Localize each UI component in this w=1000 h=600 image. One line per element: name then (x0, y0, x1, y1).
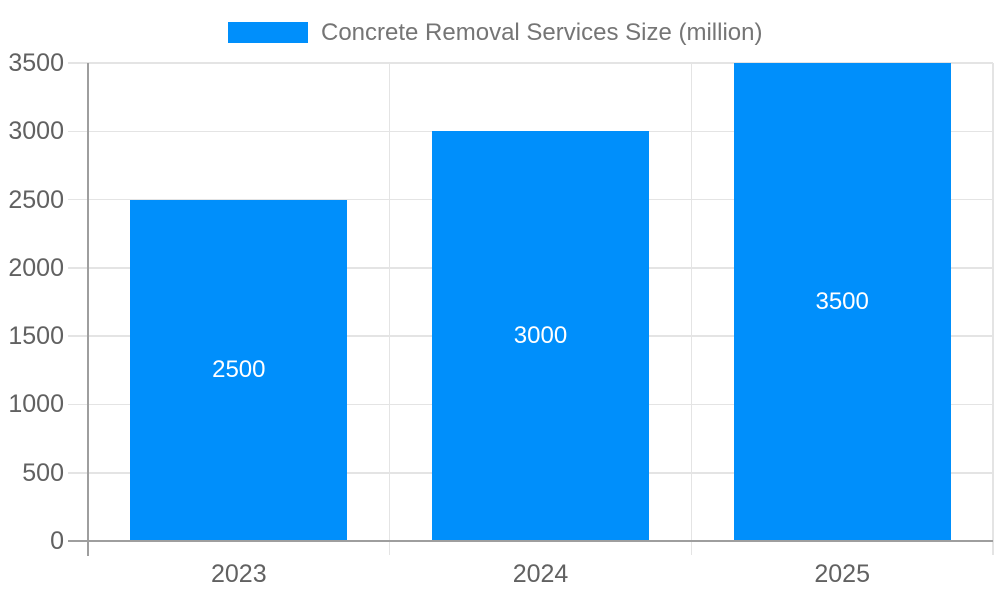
y-axis-line (87, 63, 89, 556)
y-gridline (68, 62, 993, 64)
x-gridline (992, 63, 994, 555)
bar-value-label: 3500 (815, 288, 869, 315)
y-axis-tick-label: 500 (22, 458, 64, 487)
bar-value-label: 2500 (212, 356, 266, 384)
y-axis-tick-label: 0 (50, 527, 64, 555)
bar[interactable] (733, 63, 951, 541)
bar[interactable] (130, 199, 348, 541)
bar[interactable] (431, 131, 650, 541)
x-axis-tick-label: 2025 (814, 560, 870, 588)
y-axis-tick-label: 2000 (8, 253, 64, 282)
y-axis-tick-label: 1000 (8, 390, 64, 419)
x-axis-line (68, 540, 993, 542)
x-axis-tick-label: 2023 (210, 560, 267, 588)
y-axis-tick-label: 3000 (8, 117, 64, 146)
legend-label: Concrete Removal Services Size (million) (321, 18, 763, 46)
bar-value-label: 3000 (513, 322, 568, 350)
chart-legend[interactable]: Concrete Removal Services Size (million) (228, 18, 763, 46)
legend-swatch (228, 22, 308, 43)
y-gridline (68, 130, 993, 132)
y-axis-tick-label: 1500 (8, 322, 64, 351)
x-gridline (388, 63, 391, 555)
y-axis-tick-label: 2500 (8, 185, 64, 214)
x-gridline (690, 63, 693, 555)
y-axis-tick-label: 3500 (8, 49, 64, 77)
x-axis-tick-label: 2024 (512, 560, 569, 588)
